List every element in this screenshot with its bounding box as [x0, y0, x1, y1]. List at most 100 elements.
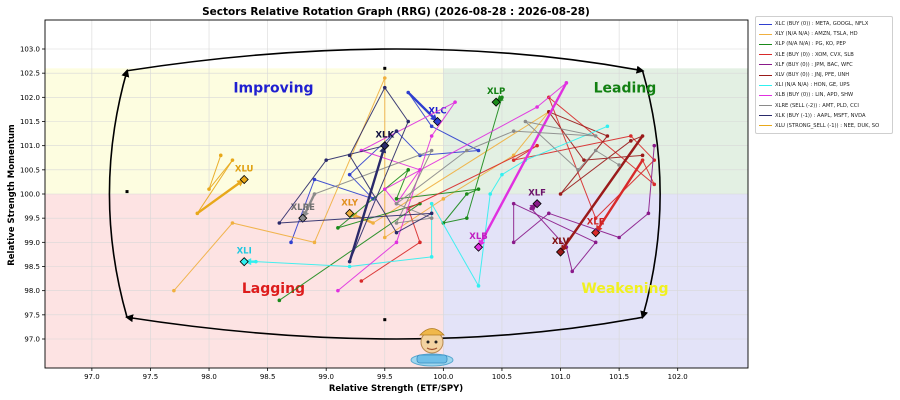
- series-xli-current-marker: [239, 257, 249, 267]
- series-xlk-point: [347, 153, 352, 158]
- series-xlf-point: [617, 235, 621, 240]
- y-tick-label: 99.5: [24, 215, 40, 223]
- series-xlre-point: [511, 129, 516, 133]
- series-xle-point: [629, 134, 633, 138]
- legend-label: XLI (N/A N/A) : HON, GE, UPS: [775, 82, 850, 89]
- series-xlp-current-marker: [491, 97, 501, 107]
- series-xle-point: [652, 182, 657, 187]
- series-xlb-point: [429, 134, 434, 138]
- series-xlb-segment: [396, 135, 433, 243]
- series-xlb-segment: [384, 106, 538, 190]
- plot-frame: [44, 19, 749, 369]
- series-xle-label: XLE: [587, 218, 605, 228]
- series-xlv-point: [582, 158, 586, 162]
- series-xly-segment: [372, 111, 550, 224]
- series-xlf-segment: [548, 212, 620, 238]
- series-xli-label: XLI: [237, 247, 252, 257]
- series-xlk-label: XLK: [376, 131, 395, 141]
- y-tick-label: 97.5: [24, 311, 40, 319]
- series-xlre-segment: [314, 150, 432, 195]
- series-xlb-segment: [536, 82, 567, 108]
- series-xly-segment: [384, 198, 444, 238]
- series-xlb: XLB: [336, 81, 569, 293]
- legend-swatch: [759, 43, 772, 45]
- legend-entry-xli: XLI (N/A N/A) : HON, GE, UPS: [759, 80, 889, 90]
- series-xli-point: [605, 124, 610, 129]
- series-xlf-segment: [513, 203, 596, 243]
- series-xle-current-marker: [591, 228, 601, 238]
- series-xlre-point: [429, 216, 434, 220]
- series-xlk-segment: [278, 159, 327, 224]
- series-xlk-point: [382, 85, 387, 90]
- legend-swatch: [759, 23, 772, 25]
- x-tick-label: 102.0: [668, 373, 688, 381]
- series-xlc-point: [476, 148, 481, 153]
- series-xlk-segment: [349, 87, 386, 156]
- series-xlf-point: [547, 211, 551, 216]
- series-xlf-current-marker: [532, 199, 542, 209]
- x-tick-label: 97.5: [143, 373, 159, 381]
- series-xlb-current-marker: [473, 242, 484, 252]
- legend-label: XLY (N/A N/A) : AMZN, TSLA, HD: [775, 31, 858, 38]
- series-xlre-segment: [525, 121, 579, 171]
- legend-swatch: [759, 105, 772, 107]
- series-xlb-segment: [361, 150, 421, 171]
- series-xlf-label: XLF: [528, 189, 546, 199]
- series-xle-segment: [513, 135, 631, 161]
- series-xlc-point: [289, 240, 293, 245]
- series-xle-point: [359, 279, 364, 283]
- series-xlf-point: [593, 240, 598, 245]
- legend-entry-xlu: XLU (STRONG_SELL (-1)) : NEE, DUK, SO: [759, 121, 889, 131]
- x-tick-label: 97.0: [84, 373, 100, 381]
- series-xli-segment: [501, 159, 526, 176]
- y-tick-label: 99.0: [24, 239, 40, 247]
- rotation-arrow-1: [108, 68, 130, 318]
- series-xlk-segment: [279, 212, 432, 224]
- series-xlu-point: [218, 153, 223, 158]
- series-xlc-point: [312, 177, 317, 182]
- x-tick-label: 100.5: [492, 373, 512, 381]
- series-xle-segment: [630, 135, 655, 161]
- series-xlre-segment: [396, 217, 432, 224]
- legend-entry-xly: XLY (N/A N/A) : AMZN, TSLA, HD: [759, 29, 889, 39]
- legend-label: XLC (BUY (0)) : META, GOOGL, NFLX: [775, 21, 869, 28]
- legend-swatch: [759, 125, 772, 127]
- series-xlre-point: [394, 221, 399, 225]
- series-xle-point: [418, 240, 422, 245]
- series-xlre-segment: [396, 150, 433, 224]
- series-xlv-segment: [548, 111, 608, 137]
- marker-dot-2: [383, 66, 387, 70]
- series-xlu-segment: [208, 159, 233, 190]
- series-xle: XLE: [359, 95, 657, 283]
- series-xlk-point: [429, 211, 434, 216]
- series-xlb-point: [535, 105, 539, 109]
- x-tick-label: 100.0: [433, 373, 453, 381]
- y-tick-label: 97.0: [24, 336, 40, 344]
- series-xly-point: [441, 197, 446, 201]
- legend-label: XLRE (SELL (-2)) : AMT, PLD, CCI: [775, 102, 859, 109]
- series-xlk: XLK: [277, 85, 434, 264]
- series-xlv: XLV: [547, 110, 645, 257]
- y-tick-label: 102.0: [20, 94, 40, 102]
- series-xle-segment: [548, 97, 597, 219]
- series-xlre-segment: [595, 150, 620, 166]
- series-xli-point: [500, 172, 504, 177]
- series-xli-segment: [525, 125, 608, 161]
- series-xlre-segment: [513, 130, 596, 137]
- series-xli: XLI: [237, 124, 610, 288]
- legend-entry-xlp: XLP (N/A N/A) : PG, KO, PEP: [759, 39, 889, 49]
- series-xlp-point: [465, 216, 469, 220]
- quadrant-label-leading: Leading: [594, 81, 657, 97]
- series-xli-point: [429, 201, 434, 206]
- series-xlre-point: [593, 134, 598, 138]
- series-xlp-segment: [442, 193, 468, 224]
- series-xlv-point: [605, 134, 610, 138]
- series-xlc-point: [347, 172, 352, 177]
- x-tick-label: 99.5: [377, 373, 393, 381]
- series-xlk-segment: [349, 121, 409, 262]
- series-xly-point: [312, 240, 317, 245]
- series-xle-segment: [513, 145, 538, 161]
- legend-label: XLB (BUY (0)) : LIN, APD, SHW: [775, 92, 854, 99]
- legend-label: XLU (STRONG_SELL (-1)) : NEE, DUK, SO: [775, 122, 880, 129]
